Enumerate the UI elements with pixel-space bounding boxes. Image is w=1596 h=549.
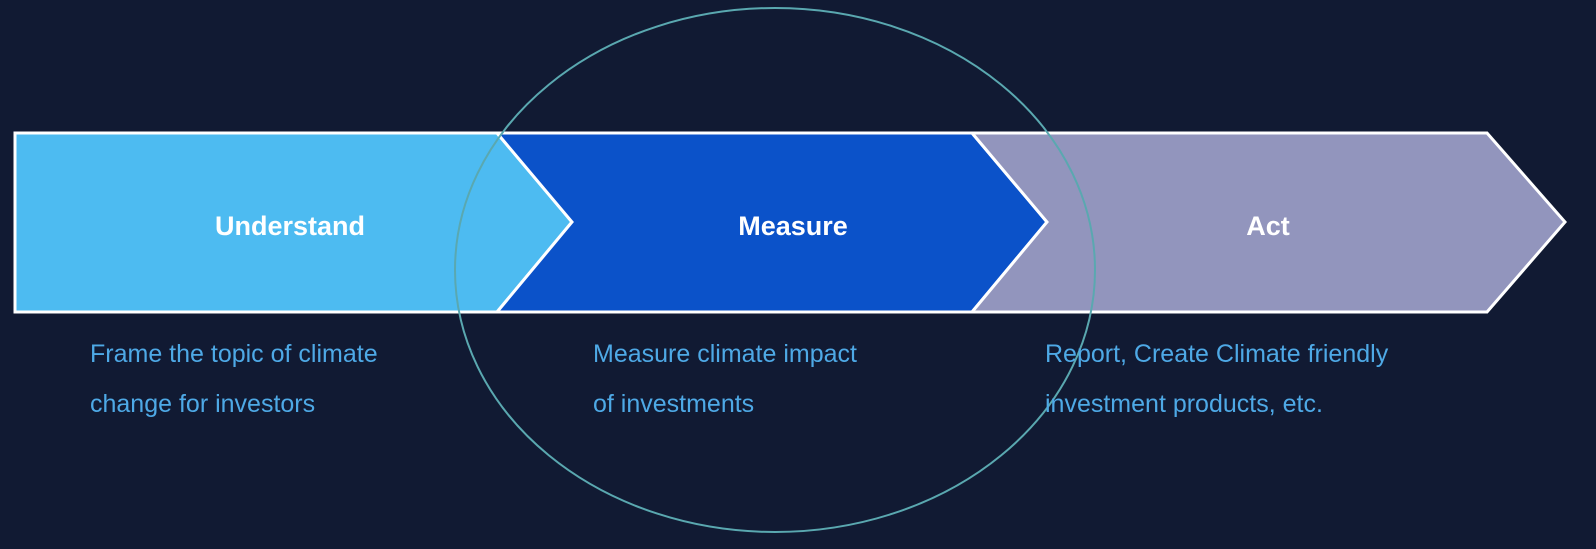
- step-label: Understand: [215, 211, 365, 241]
- step-description: of investments: [593, 390, 754, 418]
- focus-circle: [454, 7, 1096, 533]
- step-description: change for investors: [90, 390, 315, 418]
- step-label: Act: [1246, 211, 1290, 241]
- step-description: Measure climate impact: [593, 340, 857, 368]
- chevron-act: [968, 131, 1567, 314]
- step-description: Report, Create Climate friendly: [1045, 340, 1389, 368]
- step-description: Frame the topic of climate: [90, 340, 378, 368]
- step-label: Measure: [738, 211, 848, 241]
- step-description: investment products, etc.: [1045, 390, 1323, 418]
